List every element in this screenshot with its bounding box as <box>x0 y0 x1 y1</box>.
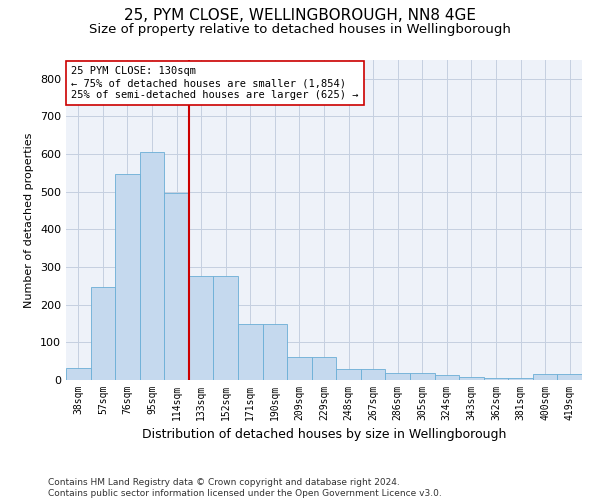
Bar <box>410 373 434 380</box>
Bar <box>263 324 287 380</box>
X-axis label: Distribution of detached houses by size in Wellingborough: Distribution of detached houses by size … <box>142 428 506 442</box>
Text: 25 PYM CLOSE: 130sqm
← 75% of detached houses are smaller (1,854)
25% of semi-de: 25 PYM CLOSE: 130sqm ← 75% of detached h… <box>71 66 359 100</box>
Bar <box>484 378 508 380</box>
Bar <box>533 374 557 380</box>
Bar <box>312 356 336 380</box>
Bar <box>214 276 238 380</box>
Bar <box>91 286 115 380</box>
Text: Contains HM Land Registry data © Crown copyright and database right 2024.
Contai: Contains HM Land Registry data © Crown c… <box>48 478 442 498</box>
Bar <box>557 374 582 380</box>
Y-axis label: Number of detached properties: Number of detached properties <box>25 132 34 308</box>
Bar <box>508 378 533 380</box>
Bar <box>66 368 91 380</box>
Bar <box>361 368 385 380</box>
Bar <box>238 324 263 380</box>
Bar <box>115 174 140 380</box>
Text: Size of property relative to detached houses in Wellingborough: Size of property relative to detached ho… <box>89 22 511 36</box>
Bar <box>459 378 484 380</box>
Bar <box>434 375 459 380</box>
Bar <box>385 373 410 380</box>
Text: 25, PYM CLOSE, WELLINGBOROUGH, NN8 4GE: 25, PYM CLOSE, WELLINGBOROUGH, NN8 4GE <box>124 8 476 22</box>
Bar <box>164 193 189 380</box>
Bar <box>336 368 361 380</box>
Bar <box>287 356 312 380</box>
Bar <box>140 152 164 380</box>
Bar <box>189 276 214 380</box>
